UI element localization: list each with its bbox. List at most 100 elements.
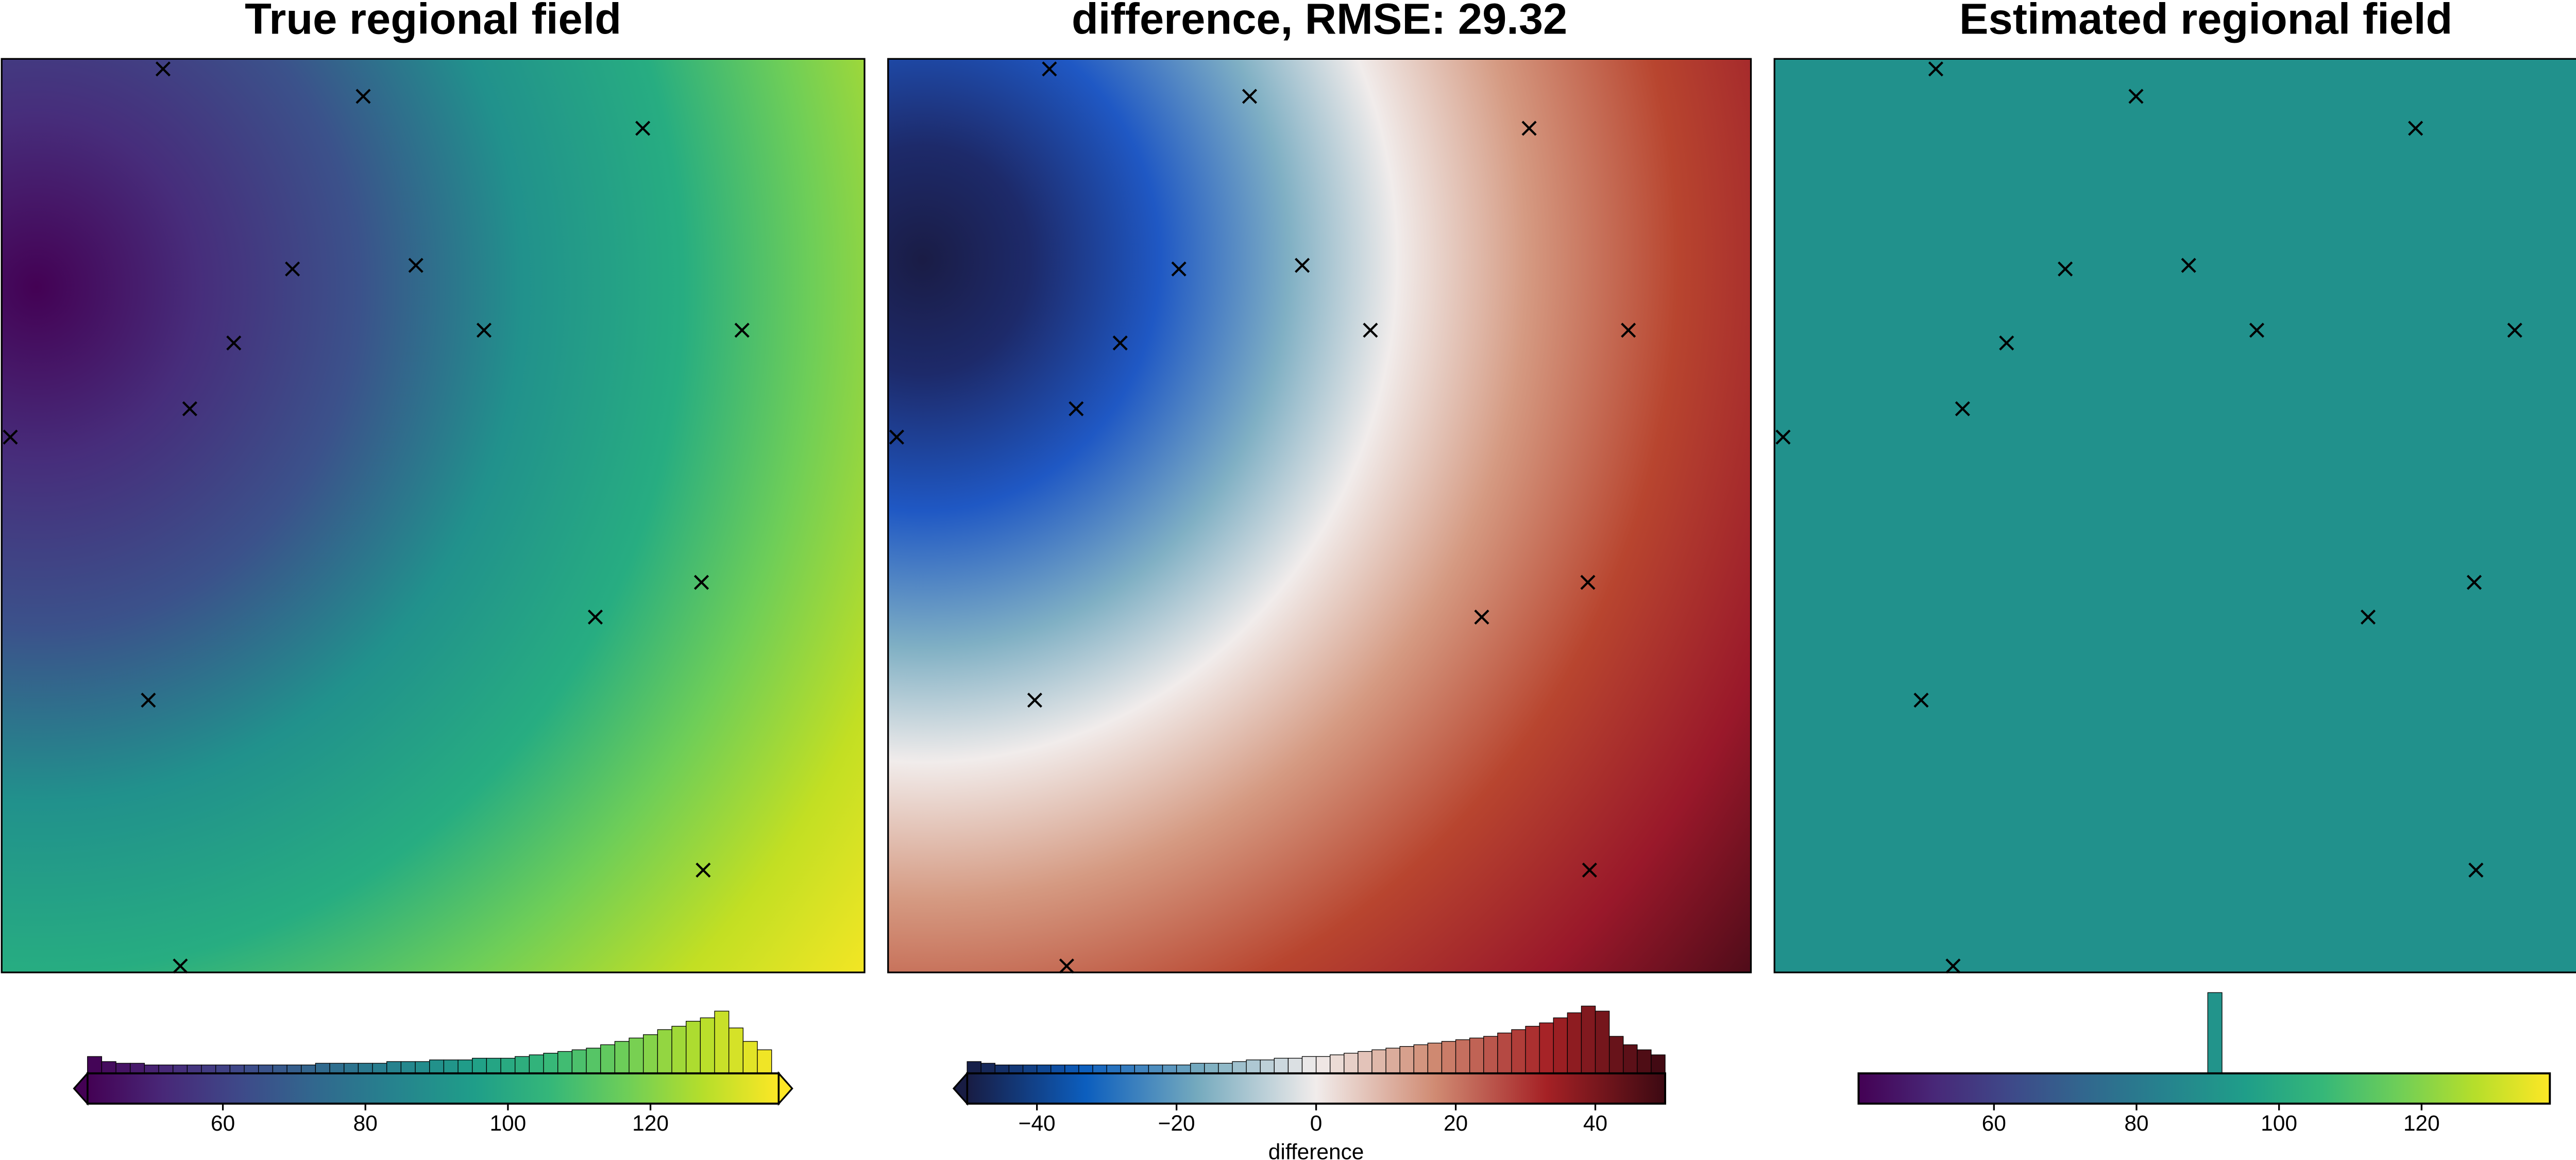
histogram-bar [457,1060,473,1074]
data-point [1999,335,2014,351]
point-stroke [226,335,242,351]
data-point [182,401,197,416]
histogram-bar [1064,1064,1079,1074]
point-stroke [1621,323,1636,338]
point-stroke [1580,575,1596,590]
histogram-bar [1371,1049,1386,1074]
data-point [1242,89,1258,104]
field-map [888,59,1751,972]
histogram-bar [1274,1057,1289,1074]
point-stroke [155,61,171,77]
point-stroke [693,575,709,590]
data-point [1521,121,1537,136]
panel-title: Estimated regional field [1959,0,2452,43]
data-point [408,258,423,273]
histogram-bar [344,1063,359,1074]
histogram-bar [415,1061,430,1074]
histogram-bar [1246,1060,1261,1074]
histogram-bar [1134,1064,1149,1074]
histogram-bar [980,1063,996,1074]
data-point [285,261,300,277]
data-point [2466,575,2482,590]
colorbar-label: difference [1268,1139,1364,1160]
histogram-bar [557,1051,573,1074]
histogram-bar [486,1057,501,1074]
histogram-bar [301,1064,316,1074]
data-point [696,862,711,878]
data-point [587,609,603,625]
panel-frame [1,58,866,973]
field-map [1774,59,2576,972]
histogram-bar [1567,1012,1582,1074]
histogram-bar [130,1063,145,1074]
histogram-bar [315,1063,330,1074]
histogram-bar [529,1054,544,1074]
histogram-bar [543,1053,558,1074]
histogram-bar [258,1064,274,1074]
data-point [1928,61,1943,77]
data-point [1955,401,1970,416]
histogram-bar [1413,1044,1429,1074]
histogram-bar [686,1021,701,1074]
histogram-bar [115,1063,131,1074]
data-point [173,959,188,974]
data-point [1913,693,1929,708]
data-point [1582,862,1597,878]
histogram-bar [1092,1064,1107,1074]
histogram-bar [1162,1064,1177,1074]
histogram-bar [571,1049,587,1074]
histogram-bar [1022,1064,1038,1074]
histogram-bar [1427,1043,1443,1074]
point-stroke [1999,335,2014,351]
data-point [1580,575,1596,590]
histogram-bar [173,1064,188,1074]
point-stroke [2468,862,2484,878]
histogram-bar [600,1044,616,1074]
data-point [476,323,492,338]
colorbar-extension [777,1071,793,1106]
histogram-bar [1511,1029,1526,1074]
colorbar-tick-label: −20 [1158,1111,1195,1135]
histogram-bar [1315,1056,1331,1074]
histogram-bar [472,1057,487,1074]
data-point [1295,258,1310,273]
data-point [1945,959,1961,974]
point-stroke [355,89,371,104]
histogram-bar [386,1061,402,1074]
point-stroke [2360,609,2376,625]
histogram-bar [1260,1060,1275,1074]
histogram-bar [272,1064,287,1074]
histogram-bar [1120,1064,1135,1074]
point-stroke [587,609,603,625]
point-stroke [1945,959,1961,974]
histogram-bar [1106,1064,1121,1074]
point-stroke [1295,258,1310,273]
data-point [2408,121,2424,136]
histogram-bar [994,1064,1010,1074]
point-stroke [1913,693,1929,708]
colorbar-tick-label: 100 [489,1111,526,1135]
histogram-bar [728,1028,744,1074]
data-point [226,335,242,351]
histogram-bar [400,1061,416,1074]
histogram-bar [515,1056,530,1074]
data-point [693,575,709,590]
histogram-bar [229,1064,245,1074]
point-stroke [1955,401,1970,416]
data-point [2507,323,2522,338]
point-stroke [2466,575,2482,590]
histogram-bar [1344,1053,1359,1074]
data-point [1363,323,1378,338]
colorbar [86,1072,780,1105]
histogram-bar [1037,1064,1052,1074]
point-stroke [2408,121,2424,136]
point-stroke [1363,323,1378,338]
histogram-bar [1218,1063,1233,1074]
histogram-bar [714,1011,730,1074]
histogram-bar [1232,1061,1247,1074]
histogram-bar [2207,992,2223,1074]
data-point [1059,959,1074,974]
histogram-bar [1385,1048,1400,1074]
panel-frame [887,58,1752,973]
data-point [3,429,18,445]
